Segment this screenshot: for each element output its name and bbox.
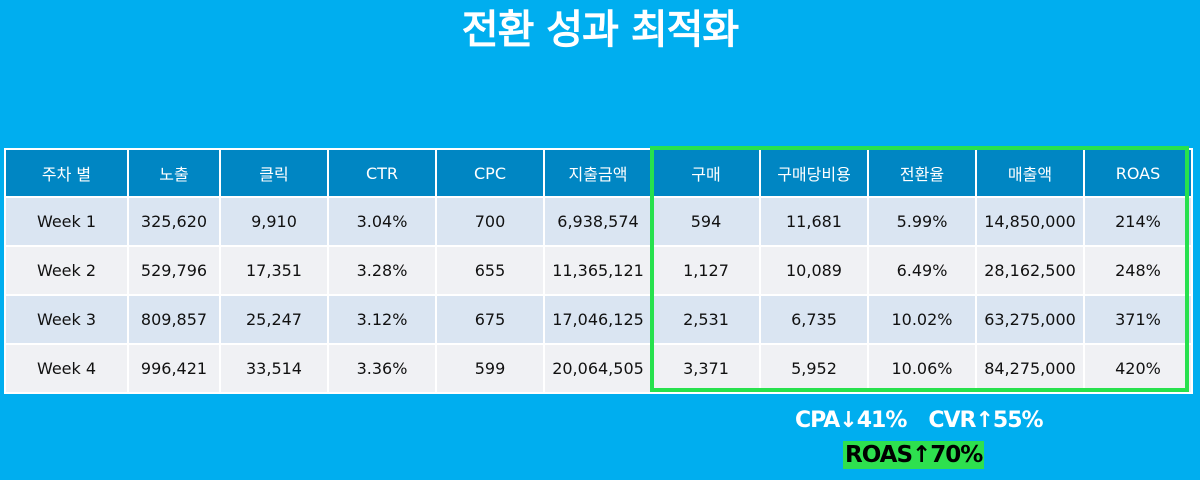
header-impressions: 노출 xyxy=(127,148,221,198)
table-cell: 2,531 xyxy=(651,294,761,345)
table-cell: 3.12% xyxy=(327,294,437,345)
table-cell: 10.06% xyxy=(867,343,977,394)
header-cost-per-purchase: 구매당비용 xyxy=(759,148,869,198)
table-cell: 11,365,121 xyxy=(543,245,653,296)
table-row: Week 2 529,796 17,351 3.28% 655 11,365,1… xyxy=(4,245,1193,296)
table-row: Week 3 809,857 25,247 3.12% 675 17,046,1… xyxy=(4,294,1193,345)
table-cell: 3.04% xyxy=(327,196,437,247)
table-cell: Week 1 xyxy=(4,196,129,247)
table-cell: 3,371 xyxy=(651,343,761,394)
table-cell: 325,620 xyxy=(127,196,221,247)
table-cell: 17,046,125 xyxy=(543,294,653,345)
table-cell: 529,796 xyxy=(127,245,221,296)
cvr-change: CVR↑55% xyxy=(928,408,1043,433)
table-row: Week 1 325,620 9,910 3.04% 700 6,938,574… xyxy=(4,196,1193,247)
table-cell: Week 4 xyxy=(4,343,129,394)
table-cell: 11,681 xyxy=(759,196,869,247)
table-cell: 420% xyxy=(1083,343,1193,394)
table-cell: 3.28% xyxy=(327,245,437,296)
header-clicks: 클릭 xyxy=(219,148,329,198)
header-cpc: CPC xyxy=(435,148,545,198)
table-cell: 594 xyxy=(651,196,761,247)
header-revenue: 매출액 xyxy=(975,148,1085,198)
cpa-change: CPA↓41% xyxy=(795,408,907,433)
table-cell: 5.99% xyxy=(867,196,977,247)
table-cell: 6,735 xyxy=(759,294,869,345)
table-cell: 28,162,500 xyxy=(975,245,1085,296)
table-cell: 33,514 xyxy=(219,343,329,394)
table-cell: 6,938,574 xyxy=(543,196,653,247)
header-roas: ROAS xyxy=(1083,148,1193,198)
table-cell: 9,910 xyxy=(219,196,329,247)
table-cell: 17,351 xyxy=(219,245,329,296)
table-cell: 675 xyxy=(435,294,545,345)
improvement-summary: CPA↓41% CVR↑55% xyxy=(795,408,1044,433)
table-cell: 84,275,000 xyxy=(975,343,1085,394)
table-cell: 63,275,000 xyxy=(975,294,1085,345)
header-week: 주차 별 xyxy=(4,148,129,198)
table-cell: 10,089 xyxy=(759,245,869,296)
header-ctr: CTR xyxy=(327,148,437,198)
table-cell: 700 xyxy=(435,196,545,247)
table-cell: 655 xyxy=(435,245,545,296)
table-cell: 25,247 xyxy=(219,294,329,345)
table-cell: 14,850,000 xyxy=(975,196,1085,247)
table-cell: 996,421 xyxy=(127,343,221,394)
table-header-row: 주차 별 노출 클릭 CTR CPC 지출금액 구매 구매당비용 전환율 매출액… xyxy=(4,148,1193,198)
table-cell: 6.49% xyxy=(867,245,977,296)
table-cell: 20,064,505 xyxy=(543,343,653,394)
table-cell: 3.36% xyxy=(327,343,437,394)
header-conversion-rate: 전환율 xyxy=(867,148,977,198)
table-cell: 599 xyxy=(435,343,545,394)
roas-change-badge: ROAS↑70% xyxy=(843,441,985,469)
performance-table: 주차 별 노출 클릭 CTR CPC 지출금액 구매 구매당비용 전환율 매출액… xyxy=(4,148,1193,394)
table-row: Week 4 996,421 33,514 3.36% 599 20,064,5… xyxy=(4,343,1193,394)
table-cell: 1,127 xyxy=(651,245,761,296)
table-cell: 371% xyxy=(1083,294,1193,345)
table-cell: 809,857 xyxy=(127,294,221,345)
table-cell: 10.02% xyxy=(867,294,977,345)
table-cell: Week 2 xyxy=(4,245,129,296)
table-cell: 5,952 xyxy=(759,343,869,394)
page-title: 전환 성과 최적화 xyxy=(461,7,739,53)
table-cell: 214% xyxy=(1083,196,1193,247)
header-spend: 지출금액 xyxy=(543,148,653,198)
table-cell: Week 3 xyxy=(4,294,129,345)
header-purchases: 구매 xyxy=(651,148,761,198)
table-cell: 248% xyxy=(1083,245,1193,296)
